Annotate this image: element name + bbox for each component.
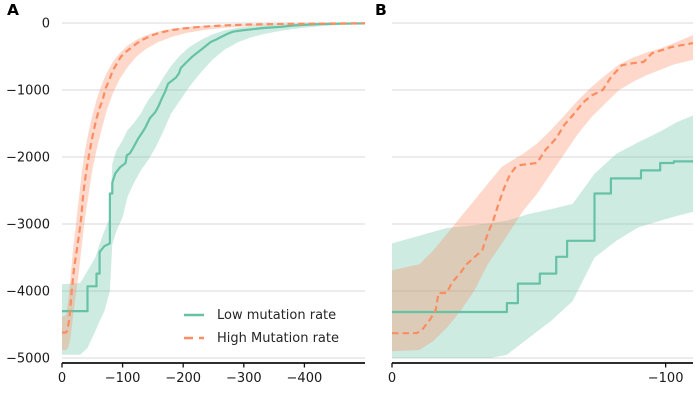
panel-B-gridlines [392,22,693,359]
x-tick-label: −200 [165,371,201,386]
line-high-mutation-B [392,42,693,335]
high-mutation-line-swatch [184,336,204,340]
band-low-B [392,115,693,358]
y-tick-label: 0 [42,17,50,32]
band-high-A [62,23,365,350]
legend-label-high: High Mutation rate [217,330,339,346]
y-tick-label: −5000 [6,352,50,367]
panel-A-x-axis: 0 −100 −200 −300 −400 [58,362,365,386]
low-mutation-line-swatch [184,313,204,317]
y-tick-label: −1000 [6,84,50,99]
x-tick-label: −400 [287,371,323,386]
panel-B: 0 −100 [388,22,693,386]
y-tick-label: −2000 [6,151,50,166]
panel-A-y-tick-labels: 0 −1000 −2000 −3000 −4000 −5000 [6,17,50,367]
x-tick-label: 0 [58,371,66,386]
legend: Low mutation rate High Mutation rate [183,307,339,346]
x-tick-label: −100 [648,371,684,386]
line-low-mutation-B [392,160,693,314]
panel-A: 0 −100 −200 −300 −4000−1000−2000−3000−4000−5… [6,17,365,386]
panel-b-label: B [375,1,387,19]
band-low-A [62,23,365,355]
line-high-mutation-A [62,22,365,334]
legend-item-high: High Mutation rate [183,330,339,346]
panel-B-x-axis: 0 −100 [388,362,693,386]
x-tick-label: −100 [105,371,141,386]
x-tick-label: −300 [226,371,262,386]
x-tick-label: 0 [388,371,396,386]
legend-item-low: Low mutation rate [183,307,339,323]
y-tick-label: −4000 [6,285,50,300]
line-low-mutation-A [62,22,365,313]
legend-label-low: Low mutation rate [217,307,337,323]
panel-a-label: A [7,1,19,19]
y-tick-label: −3000 [6,218,50,233]
band-high-B [392,35,693,352]
